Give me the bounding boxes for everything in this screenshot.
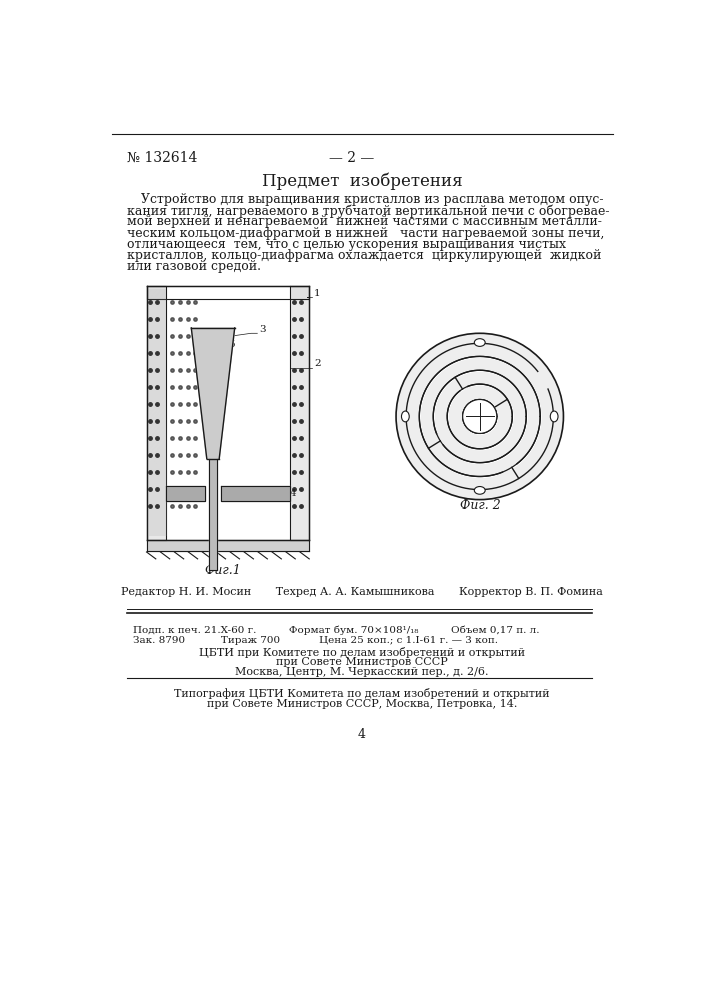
Ellipse shape xyxy=(402,411,409,422)
Text: 4: 4 xyxy=(358,728,366,741)
Text: или газовой средой.: или газовой средой. xyxy=(127,260,261,273)
Text: кристаллов, кольцо-диафрагма охлаждается  циркулирующей  жидкой: кристаллов, кольцо-диафрагма охлаждается… xyxy=(127,249,602,262)
Polygon shape xyxy=(166,286,290,540)
Text: Устройство для выращивания кристаллов из расплава методом опус-: Устройство для выращивания кристаллов из… xyxy=(141,193,604,206)
Text: Зак. 8790           Тираж 700            Цена 25 коп.; с 1.I-61 г. — 3 коп.: Зак. 8790 Тираж 700 Цена 25 коп.; с 1.I-… xyxy=(132,636,498,645)
Polygon shape xyxy=(146,540,309,551)
Circle shape xyxy=(396,333,563,500)
Text: ЦБТИ при Комитете по делам изобретений и открытий: ЦБТИ при Комитете по делам изобретений и… xyxy=(199,647,525,658)
Text: при Совете Министров СССР: при Совете Министров СССР xyxy=(276,657,448,667)
Text: № 132614: № 132614 xyxy=(127,151,197,165)
Text: Типография ЦБТИ Комитета по делам изобретений и открытий: Типография ЦБТИ Комитета по делам изобре… xyxy=(174,688,550,699)
Polygon shape xyxy=(146,286,309,299)
Text: отличающееся  тем, что с целью ускорения выращивания чистых: отличающееся тем, что с целью ускорения … xyxy=(127,238,566,251)
Text: Редактор Н. И. Мосин       Техред А. А. Камышникова       Корректор В. П. Фомина: Редактор Н. И. Мосин Техред А. А. Камышн… xyxy=(121,587,603,597)
Text: 5: 5 xyxy=(228,340,235,349)
Text: Подп. к печ. 21.X-60 г.          Формат бум. 70×108¹/₁₈          Объем 0,17 п. л: Подп. к печ. 21.X-60 г. Формат бум. 70×1… xyxy=(132,625,539,635)
Text: 2: 2 xyxy=(314,359,320,368)
Text: 3: 3 xyxy=(259,325,266,334)
Ellipse shape xyxy=(550,411,558,422)
Circle shape xyxy=(462,400,497,433)
Text: Москва, Центр, М. Черкасский пер., д. 2/6.: Москва, Центр, М. Черкасский пер., д. 2/… xyxy=(235,667,489,677)
Text: Фиг. 2: Фиг. 2 xyxy=(460,499,501,512)
Text: кания тигля, нагреваемого в трубчатой вертикальной печи с обогревае-: кания тигля, нагреваемого в трубчатой ве… xyxy=(127,204,609,218)
Ellipse shape xyxy=(474,487,485,494)
Text: мой верхней и ненагреваемой  нижней частями с массивным металли-: мой верхней и ненагреваемой нижней частя… xyxy=(127,215,602,228)
Polygon shape xyxy=(209,459,217,570)
Polygon shape xyxy=(146,286,166,540)
Text: при Совете Министров СССР, Москва, Петровка, 14.: при Совете Министров СССР, Москва, Петро… xyxy=(206,699,517,709)
Text: 4: 4 xyxy=(290,489,296,498)
Text: Фиг.1: Фиг.1 xyxy=(204,564,241,577)
Text: 1: 1 xyxy=(314,289,320,298)
Ellipse shape xyxy=(474,339,485,346)
Text: Предмет  изобретения: Предмет изобретения xyxy=(262,172,462,190)
Text: ческим кольцом-диафрагмой в нижней   части нагреваемой зоны печи,: ческим кольцом-диафрагмой в нижней части… xyxy=(127,227,604,240)
Text: — 2 —: — 2 — xyxy=(329,151,375,165)
Polygon shape xyxy=(290,286,309,540)
Polygon shape xyxy=(192,328,235,459)
Polygon shape xyxy=(166,486,205,501)
Polygon shape xyxy=(221,486,290,501)
